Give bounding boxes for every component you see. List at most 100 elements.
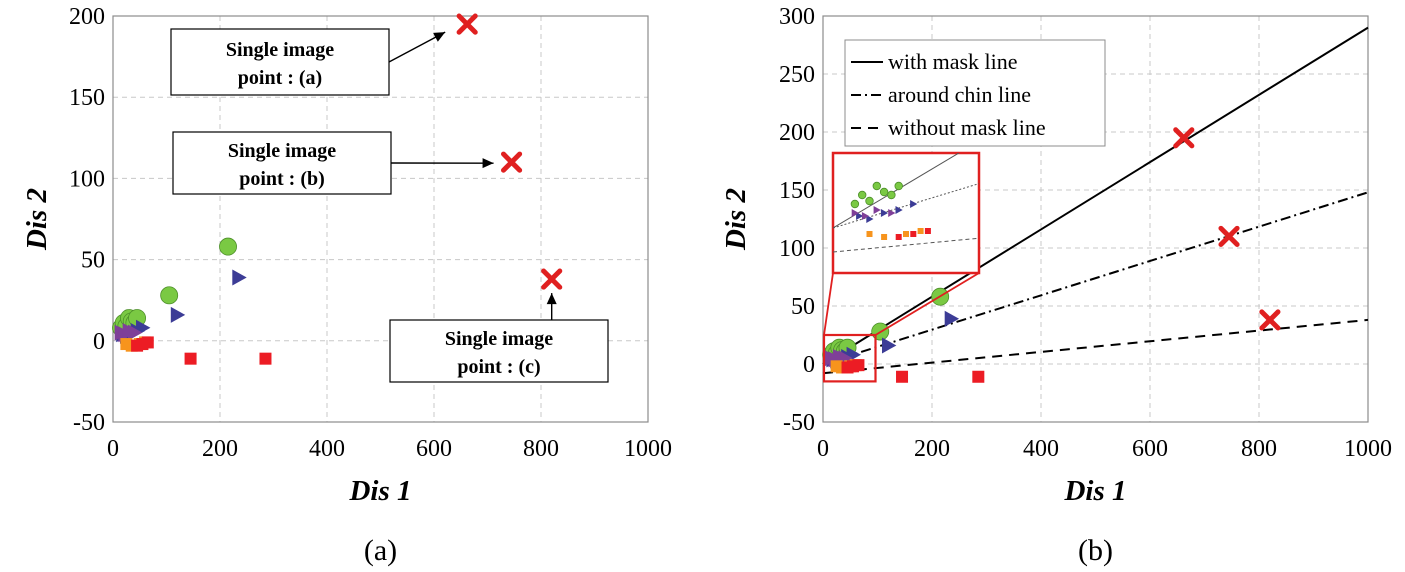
inset-data-point (850, 199, 860, 209)
annotation-frame (172, 131, 392, 195)
y-tick-label: -50 (783, 410, 815, 436)
annotation-line2: point : (c) (457, 356, 540, 378)
y-tick-label: 250 (779, 62, 815, 88)
inset-data-point (879, 187, 889, 197)
annotation-box: Single image point : (a) (170, 28, 446, 96)
y-tick-label: 150 (69, 85, 105, 111)
data-point (128, 324, 143, 341)
y-tick-label: 200 (69, 4, 105, 30)
plot-frame (822, 15, 1369, 423)
data-point (219, 237, 237, 256)
y-tick-label: 50 (81, 248, 105, 274)
data-point (944, 310, 960, 327)
x-tick-label: 600 (1132, 436, 1168, 462)
data-point (232, 269, 247, 286)
annotation-line1: Single image (445, 328, 553, 350)
legend: with mask line around chin line without ma… (844, 39, 1106, 147)
annotation-arrow-head (546, 293, 557, 305)
legend-label: without mask line (888, 115, 1046, 140)
y-tick-label: 100 (69, 166, 105, 192)
data-point (541, 268, 563, 290)
x-tick-label: 600 (416, 436, 452, 462)
zoom-connector (875, 272, 980, 336)
zoom-connector (823, 272, 834, 336)
data-point (1173, 127, 1195, 149)
x-tick-label: 200 (914, 436, 950, 462)
data-point (456, 13, 478, 35)
data-point (170, 306, 186, 323)
data-point (259, 352, 272, 365)
inset-data-point (924, 228, 931, 234)
inset-data-point (895, 234, 902, 240)
inset-fit-line (833, 237, 979, 253)
inset-data-point (888, 209, 896, 217)
data-point-stroke (1218, 225, 1240, 247)
y-tick-label: -50 (73, 410, 105, 436)
annotation-box: Single image point : (b) (172, 131, 494, 195)
annotation-line1: Single image (226, 39, 334, 61)
x-tick-label: 400 (309, 436, 345, 462)
inset-zoom (822, 151, 981, 383)
inset-data-point (903, 231, 909, 237)
inset-data-point (881, 234, 888, 240)
x-tick-label: 400 (1023, 436, 1059, 462)
panel-b: 0 200 400 600 800 1000-50050100150200250300Di… (720, 4, 1392, 567)
data-point (852, 359, 865, 372)
fit-line-dashdot (822, 191, 1369, 365)
y-tick-label: 300 (779, 4, 815, 30)
inset-fit-line (833, 183, 979, 229)
plot-frame (112, 15, 649, 423)
inset-data-point (865, 196, 874, 206)
data-point-stroke (1173, 127, 1195, 149)
data-point (1218, 225, 1240, 247)
inset-data-point (873, 206, 881, 214)
y-axis-label: Dis 2 (720, 188, 752, 251)
x-tick-label: 800 (523, 436, 559, 462)
data-point (896, 370, 909, 383)
zoom-region-box (822, 333, 877, 383)
inset-data-point (866, 215, 874, 223)
y-tick-label: 150 (779, 178, 815, 204)
inset-data-point (856, 212, 864, 220)
fit-line-dashed (822, 318, 1369, 375)
inset-content (833, 153, 979, 253)
data-point (972, 370, 985, 383)
legend-frame (844, 39, 1106, 147)
legend-label: with mask line (888, 49, 1018, 74)
data-point (141, 336, 154, 349)
data-point-stroke (1259, 309, 1281, 331)
inset-data-point (917, 228, 924, 234)
x-axis-label: Dis 1 (348, 475, 411, 507)
inset-data-point (910, 200, 918, 208)
inset-data-point (858, 190, 867, 200)
inset-data-point (866, 231, 873, 237)
y-tick-label: 200 (779, 120, 815, 146)
data-point (160, 286, 179, 305)
y-tick-label: 0 (803, 352, 815, 378)
annotation-frame (389, 319, 609, 383)
panel-caption: (a) (364, 534, 397, 567)
inset-data-point (894, 181, 903, 191)
y-tick-label: 100 (779, 236, 815, 262)
data-point (184, 352, 197, 365)
x-tick-label: 800 (1241, 436, 1277, 462)
y-tick-label: 50 (791, 294, 815, 320)
x-tick-label: 1000 (1344, 436, 1392, 462)
inset-data-point (872, 181, 881, 191)
inset-data-point (880, 209, 889, 217)
annotation-arrow-head (482, 158, 494, 169)
annotation-arrow-head (433, 32, 446, 42)
y-tick-label: 0 (93, 329, 105, 355)
panel-caption: (b) (1078, 534, 1113, 567)
annotation-frame (170, 28, 390, 96)
annotation-line1: Single image (228, 140, 336, 162)
y-axis-label: Dis 2 (21, 188, 53, 251)
inset-data-point (887, 190, 896, 200)
data-point-stroke (456, 13, 478, 35)
inset-data-point (861, 212, 870, 220)
data-point-stroke (541, 268, 563, 290)
data-point-stroke (501, 151, 523, 173)
x-tick-label: 200 (202, 436, 238, 462)
